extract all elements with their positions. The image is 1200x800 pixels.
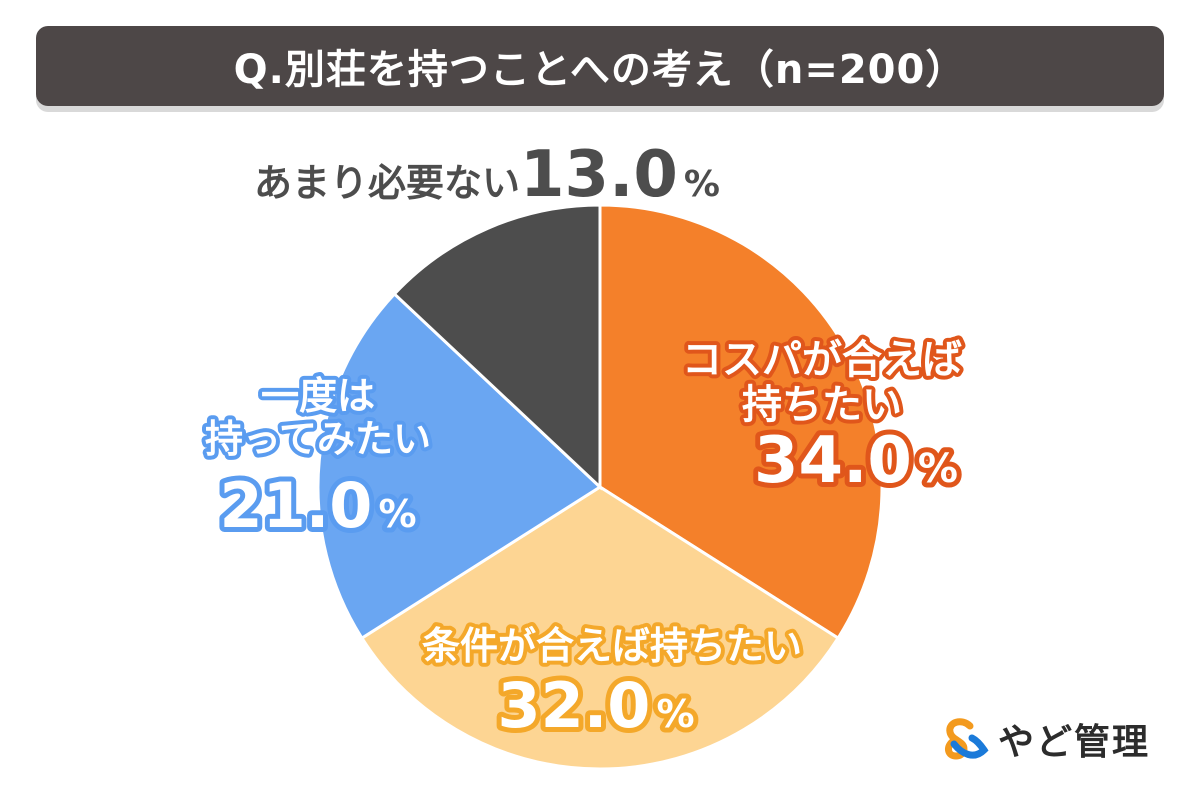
slice-label-try-once-line-1: 一度は — [261, 374, 375, 418]
slice-value-unit-conditions: % — [656, 692, 694, 736]
slice-value-try-once: 21.0% — [219, 469, 416, 542]
slice-value-cost-performance: 34.0% — [754, 424, 958, 498]
pie-slice-conditions — [359, 485, 841, 771]
slice-value-unit-try-once: % — [378, 492, 416, 536]
slice-label-conditions-line-1: 条件が合えば持ちたい — [422, 624, 802, 668]
chart-title: Q.別荘を持つことへの考え（n=200） — [233, 47, 967, 93]
pie-slice-not-needed — [392, 203, 602, 491]
slice-label-cost-performance-line-1: コスパが合えば — [682, 337, 962, 383]
slice-value-unit-cost-performance: % — [918, 446, 958, 492]
pie-slice-try-once — [316, 291, 603, 641]
brand-logo: やど管理 — [940, 714, 1150, 764]
slice-value-number-conditions: 32.0 — [497, 669, 650, 742]
title-bar: Q.別荘を持つことへの考え（n=200） — [36, 26, 1164, 106]
slice-value-conditions: 32.0% — [497, 669, 694, 742]
slice-label-not-needed-line-1: あまり必要ない — [254, 161, 520, 205]
slice-label-cost-performance-line-2: 持ちたい — [742, 382, 902, 428]
brand-logo-text: やど管理 — [998, 722, 1151, 763]
pie-slices — [316, 203, 884, 771]
pie-slice-cost-performance — [598, 203, 884, 641]
slice-value-number-cost-performance: 34.0 — [754, 424, 912, 498]
slice-value-number-not-needed: 13.0 — [520, 138, 678, 212]
slice-value-not-needed: 13.0% — [520, 138, 720, 212]
slice-value-number-try-once: 21.0 — [219, 469, 372, 542]
slice-value-unit-not-needed: % — [684, 164, 720, 205]
slice-label-try-once-line-2: 持ってみたい — [205, 417, 431, 461]
ampersand-logo-icon — [945, 718, 989, 760]
